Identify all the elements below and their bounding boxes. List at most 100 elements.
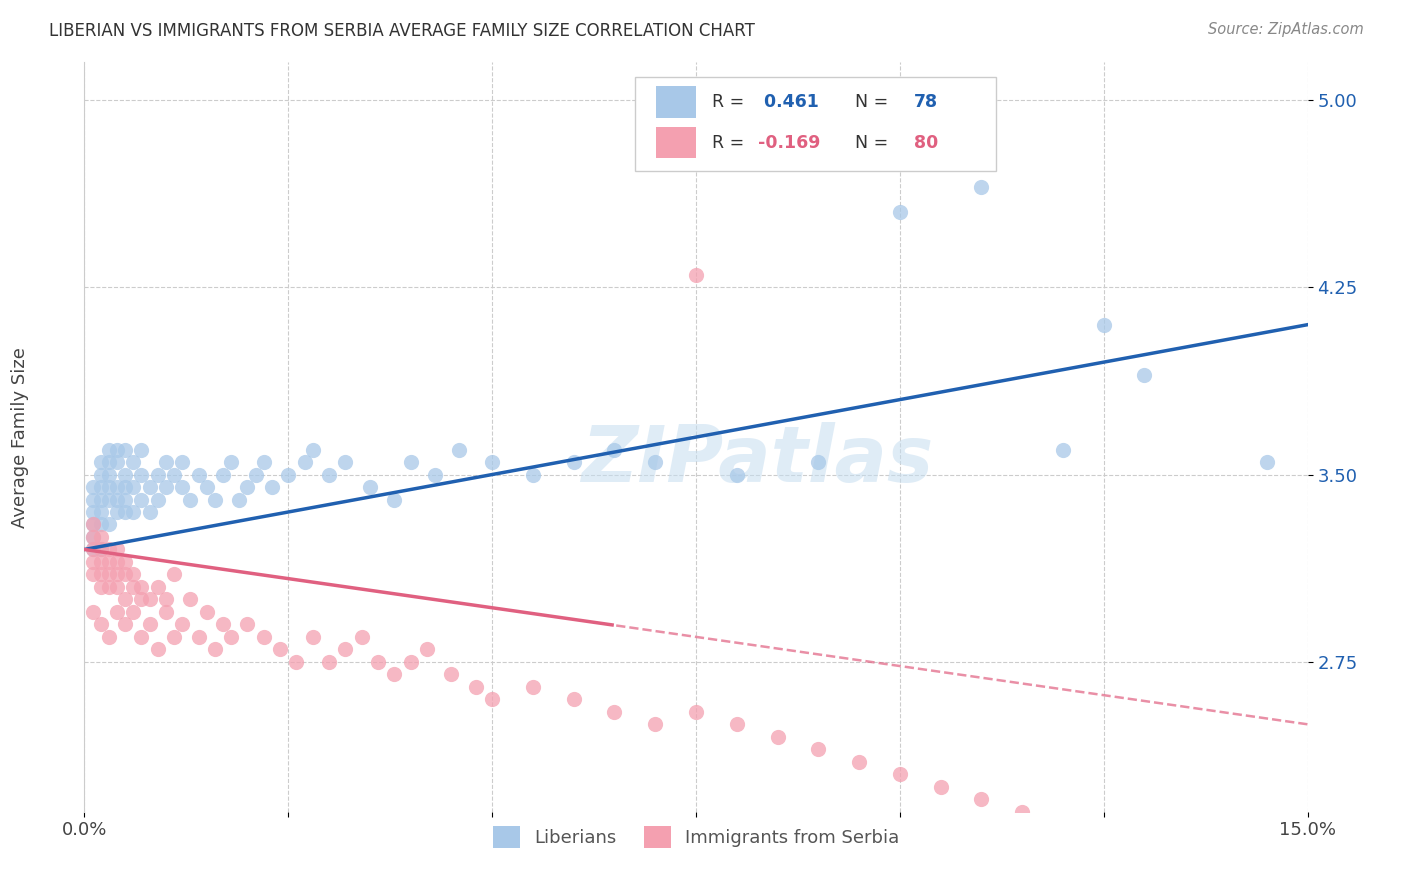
Point bbox=[114, 617, 136, 632]
Point bbox=[423, 467, 446, 482]
Point bbox=[562, 692, 585, 706]
Point bbox=[929, 780, 952, 794]
Point bbox=[155, 455, 177, 469]
Point bbox=[1133, 830, 1156, 844]
Point bbox=[82, 505, 104, 519]
Point bbox=[131, 467, 153, 482]
Text: ZIPatlas: ZIPatlas bbox=[581, 422, 934, 498]
Point bbox=[82, 542, 104, 557]
Point bbox=[464, 680, 486, 694]
Point bbox=[114, 555, 136, 569]
Point bbox=[82, 517, 104, 532]
Text: N =: N = bbox=[844, 134, 894, 152]
Text: R =: R = bbox=[711, 93, 749, 112]
Point bbox=[294, 455, 316, 469]
Point bbox=[146, 580, 169, 594]
Point bbox=[114, 592, 136, 607]
Point bbox=[82, 517, 104, 532]
Point bbox=[1092, 318, 1115, 332]
Point bbox=[253, 455, 276, 469]
Point bbox=[114, 442, 136, 457]
Point bbox=[212, 617, 235, 632]
Point bbox=[97, 455, 120, 469]
Text: -0.169: -0.169 bbox=[758, 134, 821, 152]
Point bbox=[172, 617, 194, 632]
Point bbox=[277, 467, 299, 482]
Legend: Liberians, Immigrants from Serbia: Liberians, Immigrants from Serbia bbox=[485, 819, 907, 855]
Point bbox=[90, 505, 112, 519]
Text: 0.461: 0.461 bbox=[758, 93, 820, 112]
Point bbox=[416, 642, 439, 657]
Point bbox=[131, 492, 153, 507]
Y-axis label: Average Family Size: Average Family Size bbox=[11, 347, 28, 527]
Point bbox=[82, 567, 104, 582]
Point bbox=[1011, 805, 1033, 819]
Point bbox=[685, 268, 707, 282]
Point bbox=[260, 480, 283, 494]
Point bbox=[179, 592, 201, 607]
Point bbox=[90, 517, 112, 532]
Point bbox=[603, 442, 626, 457]
Point bbox=[603, 705, 626, 719]
Point bbox=[122, 605, 145, 619]
Point bbox=[725, 717, 748, 731]
Point bbox=[82, 542, 104, 557]
Point bbox=[889, 205, 911, 219]
Point bbox=[131, 442, 153, 457]
Point bbox=[187, 630, 209, 644]
Point bbox=[172, 455, 194, 469]
Point bbox=[522, 467, 544, 482]
Point bbox=[335, 455, 357, 469]
Point bbox=[970, 792, 993, 806]
Point bbox=[889, 767, 911, 781]
Point bbox=[179, 492, 201, 507]
Point bbox=[97, 467, 120, 482]
Point bbox=[138, 617, 160, 632]
Point bbox=[97, 542, 120, 557]
Point bbox=[90, 480, 112, 494]
Point bbox=[105, 480, 128, 494]
Point bbox=[90, 492, 112, 507]
Point bbox=[122, 505, 145, 519]
Point bbox=[138, 592, 160, 607]
Point bbox=[97, 580, 120, 594]
FancyBboxPatch shape bbox=[655, 87, 696, 118]
Text: Source: ZipAtlas.com: Source: ZipAtlas.com bbox=[1208, 22, 1364, 37]
Point bbox=[105, 567, 128, 582]
Point bbox=[685, 705, 707, 719]
Point bbox=[228, 492, 250, 507]
Point bbox=[122, 580, 145, 594]
Point bbox=[90, 617, 112, 632]
Point bbox=[97, 492, 120, 507]
Point bbox=[122, 567, 145, 582]
Point bbox=[114, 505, 136, 519]
Point bbox=[82, 530, 104, 544]
Point bbox=[105, 580, 128, 594]
Point bbox=[1256, 855, 1278, 869]
Point bbox=[90, 542, 112, 557]
Text: N =: N = bbox=[844, 93, 894, 112]
Point bbox=[807, 742, 830, 756]
Point bbox=[105, 542, 128, 557]
Point bbox=[236, 480, 259, 494]
Point bbox=[187, 467, 209, 482]
Point bbox=[195, 480, 218, 494]
Point bbox=[204, 642, 226, 657]
Point bbox=[195, 605, 218, 619]
Text: 78: 78 bbox=[914, 93, 938, 112]
Point bbox=[97, 517, 120, 532]
Point bbox=[155, 480, 177, 494]
Point bbox=[807, 455, 830, 469]
Point bbox=[253, 630, 276, 644]
Point bbox=[335, 642, 357, 657]
Point bbox=[105, 605, 128, 619]
Point bbox=[219, 455, 242, 469]
Point bbox=[90, 580, 112, 594]
Point bbox=[97, 630, 120, 644]
Point bbox=[1052, 817, 1074, 831]
Point bbox=[359, 480, 381, 494]
Text: R =: R = bbox=[711, 134, 749, 152]
Point bbox=[131, 580, 153, 594]
Point bbox=[90, 542, 112, 557]
Point bbox=[131, 592, 153, 607]
